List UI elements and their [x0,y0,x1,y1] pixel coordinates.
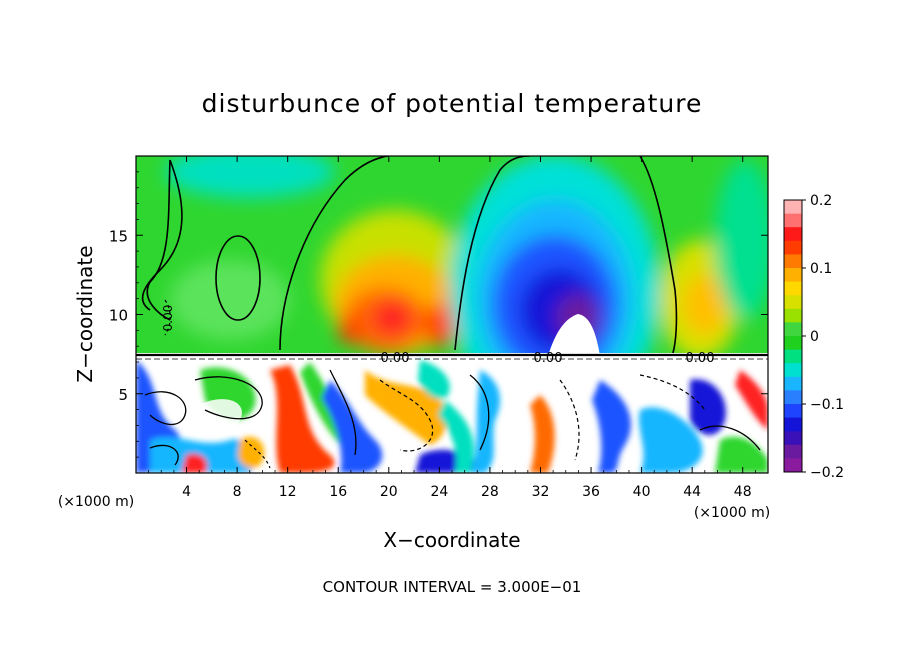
x-tick-label: 48 [734,484,752,500]
x-axis-label: X−coordinate [383,528,520,552]
colorbar-cell [784,404,802,419]
x-tick-label: 16 [329,484,347,500]
x-unit-right: (×1000 m) [694,505,770,521]
contour-label: 0.00 [534,351,563,366]
x-tick-label: 4 [182,484,191,500]
colorbar-ticks: 0.2 0.1 0 −0.1 −0.2 [802,193,844,481]
colorbar-cell [784,227,802,242]
plot-area [136,156,768,473]
y-tick-label: 15 [109,227,128,245]
contour-label: 0.00 [381,351,410,366]
colorbar-cell [784,417,802,432]
colorbar-cell [784,376,802,391]
colorbar-cell [784,444,802,459]
y-tick-label: 10 [109,307,128,325]
colorbar-cell [784,200,802,215]
colorbar-cell [784,240,802,255]
y-axis-label: Z−coordinate [73,245,97,382]
x-tick-label: 36 [582,484,600,500]
lower-field [136,353,768,473]
colorbar-cell [784,281,802,296]
x-unit-left: (×1000 m) [58,494,134,510]
x-tick-label: 32 [532,484,550,500]
colorbar-cells [784,200,802,473]
contour-label-vertical: 0.00 [161,305,175,332]
colorbar-tick-label: 0.2 [810,193,832,209]
colorbar-tick-label: −0.2 [810,465,844,481]
colorbar-cell [784,336,802,351]
upper-field [136,156,768,353]
contour-labels: 0.00 0.00 0.00 0.00 [161,305,714,366]
colorbar-cell [784,458,802,473]
colorbar-cell [784,322,802,337]
chart-title: disturbunce of potential temperature [202,89,703,118]
x-tick-label: 8 [233,484,242,500]
colorbar-cell [784,295,802,310]
colorbar-tick-label: 0.1 [810,261,832,277]
x-tick-label: 20 [380,484,398,500]
contour-label: 0.00 [686,351,715,366]
contour-interval-note: CONTOUR INTERVAL = 3.000E−01 [323,578,582,596]
y-axis: 5 10 15 [109,171,768,458]
colorbar-cell [784,390,802,405]
y-tick-label: 5 [118,386,128,404]
colorbar-cell [784,431,802,446]
colorbar: 0.2 0.1 0 −0.1 −0.2 [783,193,844,481]
colorbar-tick-label: 0 [810,329,819,345]
colorbar-tick-label: −0.1 [810,397,844,413]
colorbar-cell [784,213,802,228]
x-tick-label: 12 [279,484,297,500]
colorbar-cell [784,268,802,283]
x-tick-label: 44 [683,484,701,500]
colorbar-cell [784,363,802,378]
colorbar-cell [784,308,802,323]
x-tick-label: 28 [481,484,499,500]
colorbar-cell [784,349,802,364]
x-axis: 4 8 12 16 20 24 28 32 36 40 44 48 [148,156,756,500]
colorbar-cell [784,254,802,269]
x-tick-label: 24 [430,484,448,500]
x-tick-label: 40 [633,484,651,500]
